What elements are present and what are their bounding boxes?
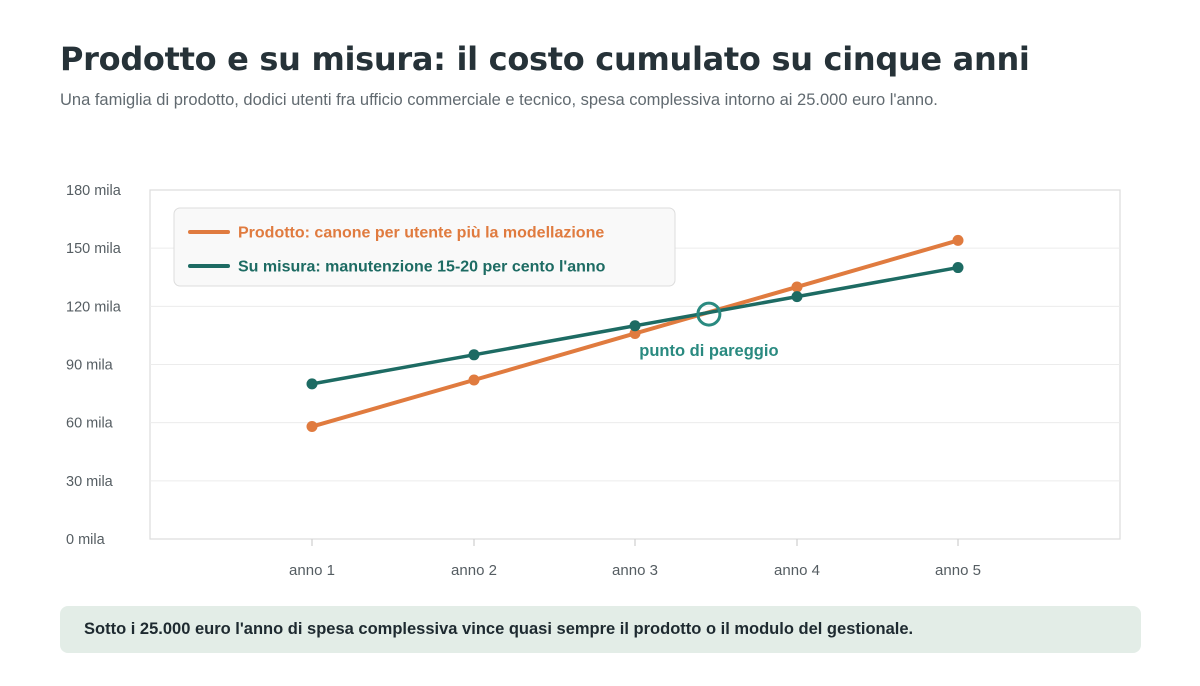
x-tick-label: anno 5 xyxy=(935,562,981,579)
data-point xyxy=(629,327,641,339)
legend-box xyxy=(173,207,676,287)
x-tick-label: anno 2 xyxy=(451,562,497,579)
y-tick-label: 0 mila xyxy=(66,532,106,548)
data-point xyxy=(468,349,480,361)
data-point xyxy=(306,378,318,390)
data-point xyxy=(629,320,641,332)
y-tick-label: 30 mila xyxy=(66,474,114,490)
conclusion-text: Sotto i 25.000 euro l'anno di spesa comp… xyxy=(84,620,914,638)
legend: Prodotto: canone per utente più la model… xyxy=(173,207,676,287)
data-point xyxy=(791,291,803,303)
page-title: Prodotto e su misura: il costo cumulato … xyxy=(60,40,1030,78)
conclusion-banner: Sotto i 25.000 euro l'anno di spesa comp… xyxy=(60,606,1141,653)
data-point xyxy=(306,421,318,433)
legend-label: Prodotto: canone per utente più la model… xyxy=(238,225,604,242)
y-axis: 0 mila 30 mila 60 mila 90 mila 120 mila 150 m… xyxy=(66,183,122,548)
break-even-annotation: punto di pareggio xyxy=(639,301,779,360)
y-tick-label: 60 mila xyxy=(66,416,114,432)
break-even-label: punto di pareggio xyxy=(639,342,778,360)
legend-label: Su misura: manutenzione 15-20 per cento … xyxy=(238,259,606,276)
data-point xyxy=(791,281,803,293)
page-subtitle: Una famiglia di prodotto, dodici utenti … xyxy=(60,91,938,109)
y-tick-label: 180 mila xyxy=(66,183,122,199)
data-point xyxy=(952,234,964,246)
data-point xyxy=(952,262,964,274)
series-group xyxy=(306,234,964,433)
x-axis: anno 1 anno 2 anno 3 anno 4 anno 5 xyxy=(289,539,981,579)
data-point xyxy=(468,374,480,386)
x-tick-label: anno 1 xyxy=(289,562,335,579)
break-even-marker xyxy=(696,301,722,327)
y-tick-label: 150 mila xyxy=(66,241,122,257)
cost-line-chart: 0 mila 30 mila 60 mila 90 mila 120 mila 150 m… xyxy=(66,183,1121,579)
y-tick-label: 90 mila xyxy=(66,358,114,374)
y-tick-label: 120 mila xyxy=(66,299,122,315)
x-tick-label: anno 3 xyxy=(612,562,658,579)
x-tick-label: anno 4 xyxy=(774,562,820,579)
